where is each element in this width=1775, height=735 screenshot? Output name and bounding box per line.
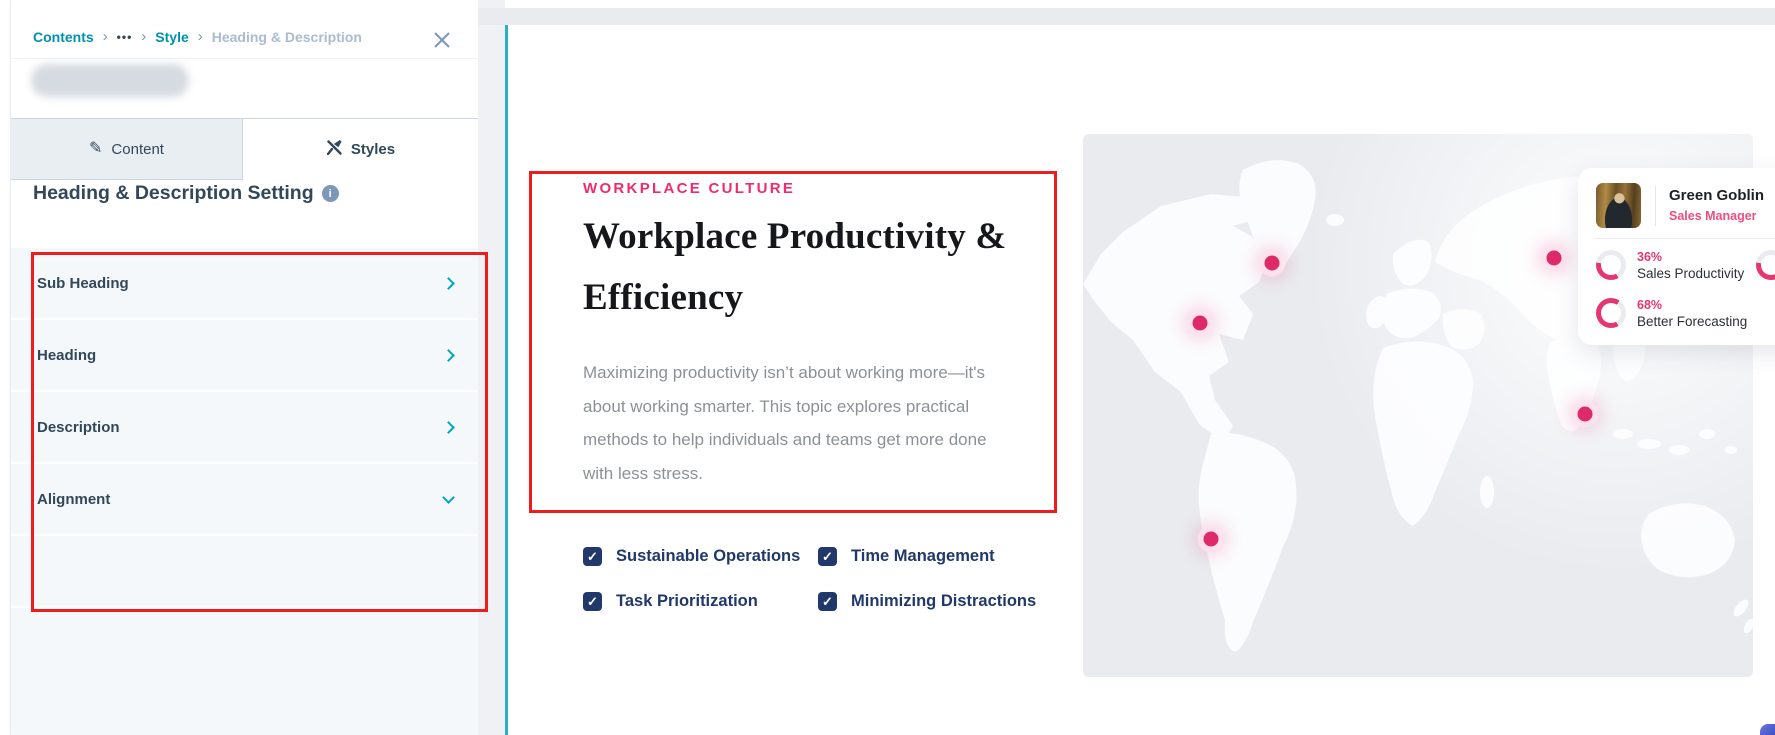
- breadcrumb-contents[interactable]: Contents: [33, 28, 94, 45]
- breadcrumb-style[interactable]: Style: [155, 28, 189, 45]
- editor-gutter: [478, 0, 505, 735]
- divider: [1594, 238, 1775, 239]
- chevron-right-icon: [442, 348, 455, 362]
- accordion-item-description[interactable]: Description: [11, 392, 479, 464]
- tab-content-label: Content: [111, 140, 164, 158]
- feature-label: Sustainable Operations: [616, 547, 801, 565]
- profile-card: Green Goblin Sales Manager 36% Sales Pro…: [1578, 168, 1775, 345]
- map-marker[interactable]: [1203, 531, 1219, 547]
- stat-label: Sales Productivity: [1637, 266, 1745, 281]
- stat-label: Better Forecasting: [1637, 314, 1748, 329]
- settings-accordion: Sub Heading Heading Description Alignmen…: [11, 248, 479, 608]
- feature-item: ✓ Sustainable Operations: [583, 543, 818, 570]
- tab-bar: ✎ Content Styles: [11, 118, 479, 180]
- accordion-label: Description: [37, 418, 120, 436]
- accordion-item-sub-heading[interactable]: Sub Heading: [11, 248, 479, 320]
- profile-name: Green Goblin: [1669, 187, 1765, 204]
- progress-ring-partial: [1756, 250, 1775, 280]
- description-text: Maximizing productivity isn’t about work…: [583, 363, 987, 483]
- breadcrumb-separator-icon: ›: [141, 28, 147, 45]
- panel-title-text: Heading & Description Setting: [33, 182, 314, 204]
- map-marker[interactable]: [1546, 250, 1562, 266]
- editor-preview-divider: [505, 25, 508, 735]
- sub-heading-text: WORKPLACE CULTURE: [583, 180, 796, 197]
- avatar: [1596, 183, 1641, 228]
- stat-sales-productivity: 36% Sales Productivity: [1596, 250, 1744, 282]
- breadcrumb-current: Heading & Description: [211, 28, 362, 45]
- feature-label: Minimizing Distractions: [851, 592, 1037, 610]
- chevron-right-icon: [442, 276, 455, 290]
- tab-content[interactable]: ✎ Content: [11, 119, 243, 180]
- breadcrumb: Contents › ••• › Style › Heading & Descr…: [33, 28, 362, 45]
- progress-ring: [1596, 298, 1626, 328]
- checkbox-checked-icon[interactable]: ✓: [818, 592, 837, 611]
- tab-styles-label: Styles: [350, 141, 396, 158]
- divider: [1655, 186, 1656, 226]
- accordion-item-heading[interactable]: Heading: [11, 320, 479, 392]
- redacted-module-name: [31, 64, 189, 97]
- accordion-label: Heading: [37, 346, 97, 364]
- accordion-empty-row: [11, 536, 479, 608]
- close-icon[interactable]: [431, 30, 453, 52]
- checkbox-checked-icon[interactable]: ✓: [583, 592, 602, 611]
- stat-value: 68%: [1637, 298, 1663, 312]
- map-marker[interactable]: [1577, 406, 1593, 422]
- map-marker[interactable]: [1264, 255, 1280, 271]
- feature-label: Task Prioritization: [616, 592, 758, 610]
- chat-widget-corner[interactable]: [1760, 724, 1775, 735]
- pencil-icon: ✎: [89, 140, 103, 157]
- stat-value: 36%: [1637, 250, 1663, 264]
- chevron-right-icon: [442, 420, 455, 434]
- feature-item: ✓ Minimizing Distractions: [818, 588, 1036, 615]
- feature-item: ✓ Time Management: [818, 543, 1036, 570]
- world-map-panel: Green Goblin Sales Manager 36% Sales Pro…: [1083, 134, 1775, 677]
- panel-title: Heading & Description Setting i: [33, 182, 339, 205]
- checkbox-checked-icon[interactable]: ✓: [818, 547, 837, 566]
- stat-better-forecasting: 68% Better Forecasting: [1596, 298, 1747, 330]
- breadcrumb-ellipsis[interactable]: •••: [116, 29, 133, 44]
- progress-ring: [1596, 250, 1626, 280]
- breadcrumb-separator-icon: ›: [197, 28, 203, 45]
- accordion-label: Alignment: [37, 490, 111, 508]
- accordion-label: Sub Heading: [37, 274, 129, 292]
- preview-top-band: [478, 8, 1775, 25]
- breadcrumb-separator-icon: ›: [102, 28, 108, 45]
- divider: [11, 58, 479, 59]
- feature-label: Time Management: [851, 547, 995, 565]
- main-heading-text: Workplace Productivity & Efficiency: [583, 216, 1007, 318]
- profile-role: Sales Manager: [1669, 209, 1757, 223]
- info-icon[interactable]: i: [321, 185, 339, 202]
- map-marker[interactable]: [1192, 315, 1208, 331]
- brush-icon: [326, 140, 342, 159]
- feature-item: ✓ Task Prioritization: [583, 588, 818, 615]
- feature-list: ✓ Sustainable Operations ✓ Time Manageme…: [583, 543, 1036, 615]
- chevron-down-icon: [442, 490, 455, 504]
- accordion-item-alignment[interactable]: Alignment: [11, 464, 479, 536]
- checkbox-checked-icon[interactable]: ✓: [583, 547, 602, 566]
- editor-sidebar: Contents › ••• › Style › Heading & Descr…: [10, 0, 488, 735]
- tab-styles[interactable]: Styles: [243, 119, 479, 180]
